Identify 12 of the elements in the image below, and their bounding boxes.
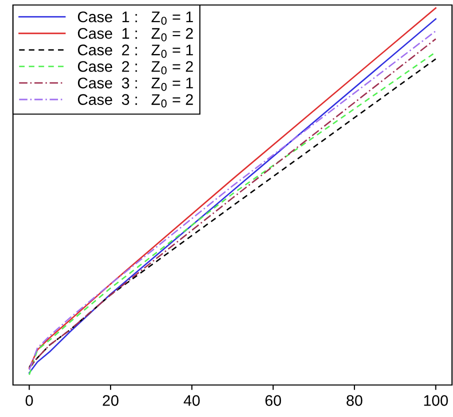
legend-label: Case 2 : Z$_{0}$ = 1	[78, 44, 193, 58]
x-tick-label: 60	[265, 395, 282, 406]
x-tick-label: 100	[424, 395, 448, 406]
x-tick-label: 80	[346, 395, 362, 406]
legend-label: Case 2 : Z$_{0}$ = 2	[78, 61, 193, 74]
x-tick-label: 40	[184, 395, 200, 406]
legend-label: Case 3 : Z$_{0}$ = 1	[78, 78, 193, 91]
legend-label: Case 1 : Z$_{0}$ = 2	[78, 28, 193, 42]
legend-label: Case 3 : Z$_{0}$ = 2	[78, 94, 193, 108]
legend-label: Case 1 : Z$_{0}$ = 1	[78, 11, 193, 25]
x-tick-label: 0	[26, 395, 33, 406]
x-tick-label: 20	[102, 395, 118, 406]
